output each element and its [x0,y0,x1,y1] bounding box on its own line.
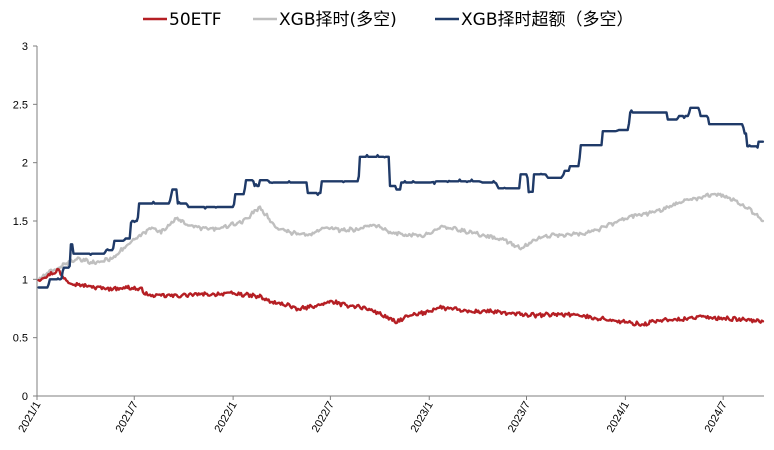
series-line-2 [37,106,765,289]
x-tick-label: 2022/1 [213,400,240,435]
x-tick-label: 2024/1 [605,400,632,435]
y-tick-label: 1 [22,274,28,286]
y-tick-label: 0.5 [13,333,28,345]
legend-label-2: XGB择时超额（多空） [461,10,633,30]
y-tick-label: 1.5 [13,216,28,228]
y-tick-label: 2.5 [13,99,28,111]
y-tick-label: 3 [22,41,28,53]
x-tick-label: 2022/7 [310,400,337,435]
legend-label-0: 50ETF [169,10,222,30]
x-tick-label: 2021/1 [16,400,43,435]
x-tick-label: 2023/1 [409,400,436,435]
y-tick-label: 2 [22,158,28,170]
x-tick-label: 2023/7 [506,400,533,435]
x-tick-label: 2024/7 [703,400,730,435]
y-tick-label: 0 [22,391,28,403]
series-line-1 [37,192,765,282]
series-line-0 [37,268,765,327]
legend-label-1: XGB择时(多空) [279,10,397,30]
legend: 50ETF XGB择时(多空) XGB择时超额（多空） [143,10,633,30]
x-tick-label: 2021/7 [114,400,141,435]
series-layer [37,106,765,327]
